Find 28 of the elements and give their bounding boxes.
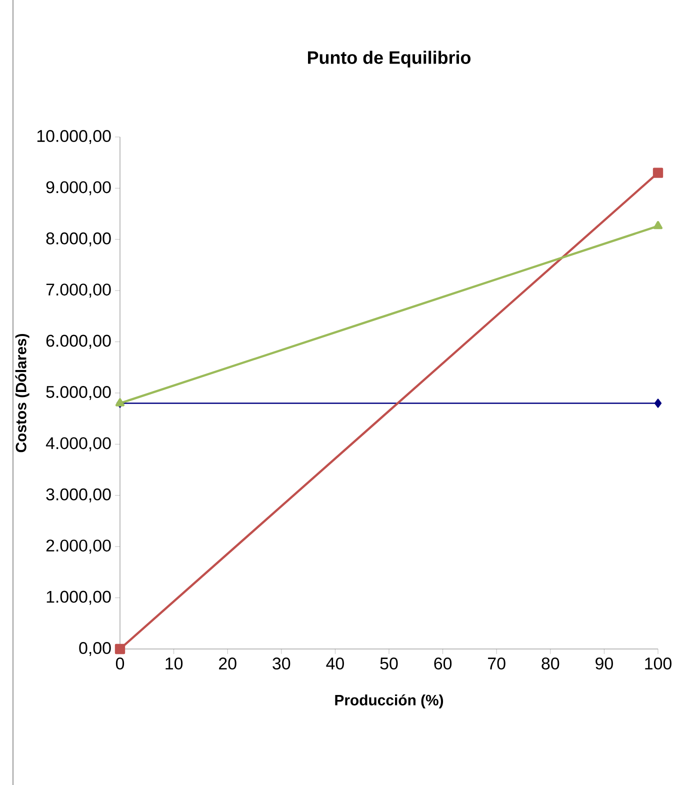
y-tick-label: 6.000,00 (46, 334, 111, 349)
y-tick-label: 1.000,00 (46, 590, 111, 605)
x-tick-label: 70 (488, 658, 506, 670)
y-tick-label: 10.000,00 (37, 130, 111, 144)
y-tick-label: 0,00 (79, 642, 111, 656)
y-tick-label: 5.000,00 (46, 386, 111, 400)
x-tick-label: 10 (166, 658, 183, 670)
x-tick-label: 100 (645, 658, 672, 670)
x-tick-label: 20 (219, 658, 236, 670)
y-tick-label: 8.000,00 (46, 232, 111, 246)
y-tick-label: 2.000,00 (46, 540, 111, 554)
y-tick-label: 9.000,00 (46, 181, 111, 196)
y-tick-label: 3.000,00 (46, 488, 111, 502)
point (654, 398, 662, 408)
x-axis-title: Producción (%) (335, 694, 444, 708)
x-tick-label: 40 (326, 658, 344, 670)
y-tick-label: 7.000,00 (46, 284, 111, 298)
x-tick-label: 80 (542, 658, 560, 670)
point (652, 168, 664, 178)
x-tick-label: 30 (272, 658, 290, 670)
x-tick-label: 90 (596, 658, 613, 670)
y-axis-title: Costos (Dólares) (15, 334, 30, 452)
x-tick-label: 0 (116, 658, 124, 670)
point (114, 644, 126, 654)
x-tick-label: 60 (434, 658, 452, 670)
x-tick-label: 50 (380, 658, 398, 670)
chart-title: Punto de Equilibrio (308, 50, 470, 68)
y-tick-label: 4.000,00 (46, 437, 111, 452)
